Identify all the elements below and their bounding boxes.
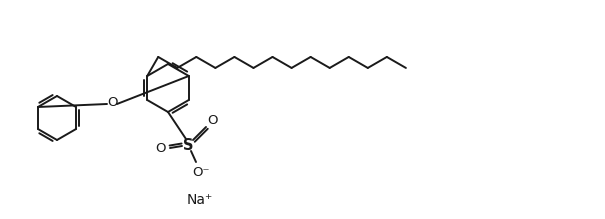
Text: O: O xyxy=(106,97,117,110)
Text: O: O xyxy=(207,115,217,127)
Text: O⁻: O⁻ xyxy=(192,166,210,178)
Text: S: S xyxy=(183,138,193,152)
Text: O: O xyxy=(155,141,165,154)
Text: Na⁺: Na⁺ xyxy=(187,193,213,207)
